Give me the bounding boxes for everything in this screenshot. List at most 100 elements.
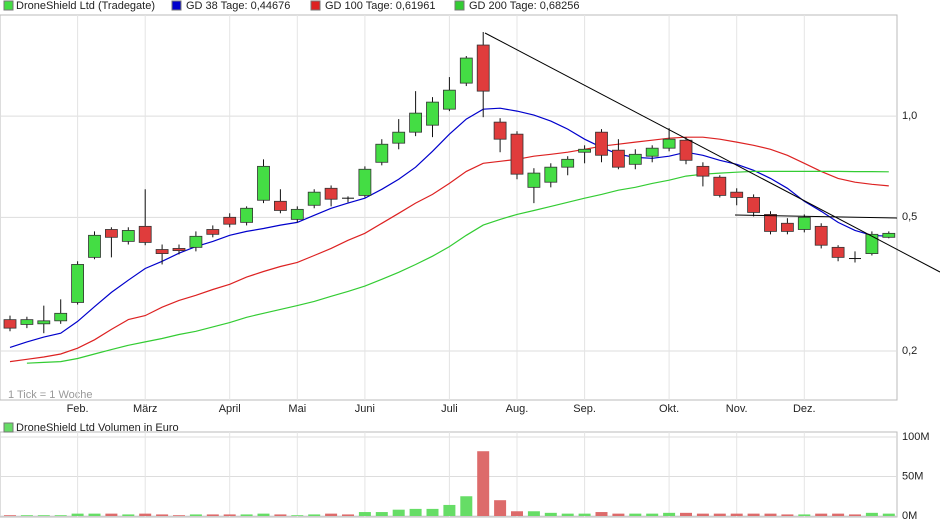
volume-bar — [511, 511, 523, 516]
x-tick-label: Dez. — [793, 403, 816, 415]
candle-body — [88, 234, 101, 258]
x-tick-label: Juli — [441, 403, 458, 415]
x-tick-label: April — [219, 403, 241, 415]
tick-note: 1 Tick = 1 Woche — [8, 389, 92, 401]
candle-body — [544, 166, 558, 183]
volume-bar — [460, 496, 473, 516]
legend-swatch — [171, 0, 182, 11]
candle-body — [155, 249, 169, 254]
candle-body — [138, 225, 152, 243]
candle-body — [121, 230, 135, 242]
volume-bar — [240, 514, 253, 516]
volume-bar — [561, 513, 574, 516]
candle-body — [595, 131, 608, 156]
volume-bar — [54, 515, 67, 516]
legend-label: DroneShield Ltd (Tradegate) — [16, 0, 155, 12]
candle-body — [679, 139, 693, 161]
candle-body — [645, 147, 659, 157]
legend-swatch — [3, 0, 14, 11]
candle-body — [730, 191, 744, 198]
volume-bar — [308, 514, 321, 516]
candle-body — [105, 229, 118, 238]
x-tick-label: Mai — [288, 403, 306, 415]
candle-body — [392, 131, 406, 144]
candle-body — [54, 312, 68, 322]
volume-bar — [139, 513, 152, 516]
candle-body — [442, 89, 456, 110]
candle-body — [71, 264, 84, 303]
volume-bar — [409, 508, 422, 516]
candle-body — [223, 216, 237, 225]
candle-body — [273, 200, 287, 211]
candle-body — [882, 232, 896, 238]
legend-swatch — [454, 0, 465, 11]
volume-bar — [494, 500, 507, 516]
candle-body — [189, 235, 203, 248]
candle-body — [561, 158, 575, 168]
volume-bar — [612, 513, 625, 516]
moving-averages — [9, 107, 889, 364]
price-frame — [0, 14, 898, 401]
volume-bar — [815, 513, 828, 516]
candle-body — [257, 165, 270, 201]
moving-average-line — [9, 136, 889, 363]
candle-body — [459, 57, 473, 84]
volume-bar — [882, 513, 895, 516]
volume-bar — [680, 512, 692, 516]
candle-body — [814, 225, 828, 246]
volume-bar — [477, 451, 490, 516]
x-tick-label: März — [133, 403, 157, 415]
labels: DroneShield Ltd (Tradegate) GD 38 Tage: 0… — [3, 0, 930, 522]
y-tick-label: 0M — [902, 510, 917, 522]
x-tick-label: Aug. — [506, 403, 529, 415]
volume-bar — [122, 514, 135, 516]
candle-body — [324, 187, 338, 200]
x-tick-label: Sep. — [573, 403, 596, 415]
volume-bar — [189, 514, 202, 516]
candle-body — [493, 121, 507, 140]
volume-bar — [274, 514, 287, 516]
candle-body — [797, 216, 811, 230]
volume-bar — [4, 515, 16, 516]
candle-body — [307, 191, 321, 206]
volume-bar — [578, 513, 591, 516]
volume-bar — [105, 513, 118, 516]
y-tick-label: 100M — [902, 431, 930, 443]
y-tick-label: 1,0 — [902, 110, 917, 122]
legend-label: GD 38 Tage: 0,44676 — [186, 0, 290, 12]
volume-bar — [747, 513, 760, 516]
legend-label: DroneShield Ltd Volumen in Euro — [16, 422, 179, 434]
volume-bar — [173, 515, 185, 516]
volume-bar — [781, 514, 794, 516]
volume-frame — [0, 431, 898, 518]
candle-body — [476, 44, 490, 92]
candle-body — [696, 165, 710, 177]
volume-bar — [544, 512, 557, 516]
volume-bar — [832, 513, 845, 516]
candle-body — [426, 101, 439, 126]
y-tick-label: 50M — [902, 470, 923, 482]
candle-body — [527, 172, 541, 188]
candle-body — [865, 233, 879, 254]
candles — [3, 32, 896, 516]
candle-body — [831, 246, 845, 258]
x-tick-label: Nov. — [726, 403, 748, 415]
trend-line — [734, 214, 898, 219]
volume-bar — [730, 513, 743, 516]
moving-average-line — [9, 107, 889, 348]
candle-body — [20, 319, 34, 325]
candle-body — [764, 214, 777, 232]
volume-bar — [37, 515, 50, 516]
y-tick-label: 0,5 — [902, 211, 917, 223]
volume-bar — [156, 514, 169, 516]
x-tick-label: Juni — [355, 403, 375, 415]
volume-bar — [527, 511, 540, 516]
candle-body — [3, 319, 17, 329]
volume-bar — [426, 508, 439, 516]
volume-bar — [358, 512, 371, 516]
y-tick-label: 0,2 — [902, 345, 917, 357]
candle-body — [358, 168, 372, 196]
volume-bar — [713, 513, 726, 516]
candle-body — [747, 197, 760, 213]
